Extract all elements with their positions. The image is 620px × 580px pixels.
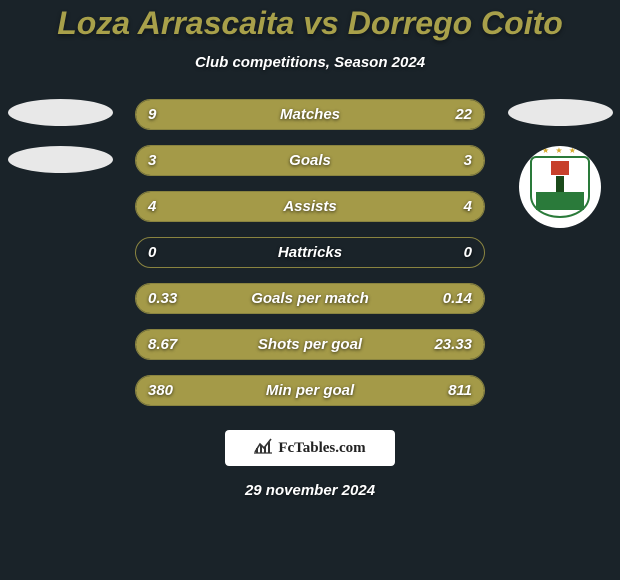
tower-icon (556, 176, 564, 192)
stats-bars: 9 22 Matches 3 3 Goals 4 4 Assists 0 0 Hattricks 0.3… (135, 99, 485, 406)
shield-stripe (536, 192, 584, 210)
stat-row: 0.33 0.14 Goals per match (135, 283, 485, 314)
stat-value-left: 9 (148, 99, 156, 130)
page-title: Loza Arrascaita vs Dorrego Coito (0, 5, 620, 42)
stat-label: Min per goal (266, 375, 354, 406)
date-label: 29 november 2024 (0, 482, 620, 499)
stat-label: Shots per goal (258, 329, 362, 360)
stat-value-right: 0.14 (443, 283, 472, 314)
brand-logo[interactable]: FcTables.com (225, 430, 395, 466)
stat-row: 4 4 Assists (135, 191, 485, 222)
main-content: 9 22 Matches 3 3 Goals 4 4 Assists 0 0 Hattricks 0.3… (0, 99, 620, 406)
stat-value-left: 0 (148, 237, 156, 268)
bar-fill-right (310, 146, 484, 175)
stat-value-right: 811 (448, 375, 472, 406)
player-photo-placeholder-left (8, 99, 113, 126)
stat-row: 9 22 Matches (135, 99, 485, 130)
stat-label: Matches (280, 99, 340, 130)
brand-text: FcTables.com (278, 440, 365, 457)
stat-value-right: 4 (464, 191, 472, 222)
subtitle: Club competitions, Season 2024 (0, 54, 620, 71)
stat-label: Goals per match (251, 283, 369, 314)
stat-value-left: 0.33 (148, 283, 177, 314)
stat-label: Hattricks (278, 237, 342, 268)
stat-row: 380 811 Min per goal (135, 375, 485, 406)
chart-icon (254, 438, 272, 459)
stat-row: 0 0 Hattricks (135, 237, 485, 268)
shield-icon (530, 156, 590, 218)
stat-value-right: 3 (464, 145, 472, 176)
stat-value-left: 4 (148, 191, 156, 222)
comparison-card: Loza Arrascaita vs Dorrego Coito Club co… (0, 0, 620, 580)
stat-value-right: 23.33 (434, 329, 472, 360)
bar-fill-left (136, 146, 310, 175)
stat-value-right: 22 (455, 99, 472, 130)
player-photo-placeholder-right (508, 99, 613, 126)
stat-value-left: 8.67 (148, 329, 177, 360)
stat-label: Assists (283, 191, 336, 222)
star-icon: ★ ★ ★ ★ ★ (525, 146, 595, 155)
stat-label: Goals (289, 145, 331, 176)
bar-fill-right (237, 100, 484, 129)
club-logo-placeholder-left (8, 146, 113, 173)
right-player-column: ★ ★ ★ ★ ★ (500, 99, 620, 228)
stat-row: 3 3 Goals (135, 145, 485, 176)
stat-value-left: 3 (148, 145, 156, 176)
stat-value-right: 0 (464, 237, 472, 268)
stat-value-left: 380 (148, 375, 173, 406)
left-player-column (0, 99, 120, 173)
stat-row: 8.67 23.33 Shots per goal (135, 329, 485, 360)
club-logo-right: ★ ★ ★ ★ ★ (519, 146, 601, 228)
